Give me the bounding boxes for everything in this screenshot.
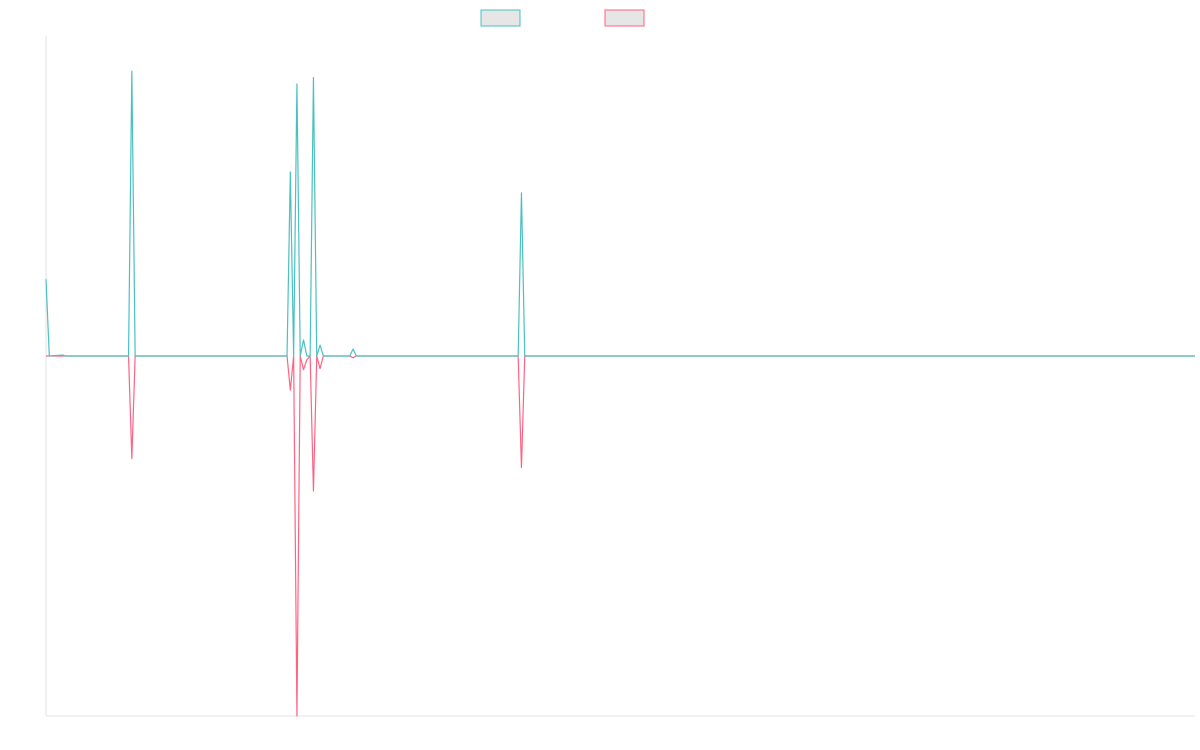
series-layer — [45, 70, 1195, 717]
series-line — [46, 355, 1195, 717]
legend-swatch — [604, 9, 645, 27]
legend-item[interactable] — [480, 9, 521, 27]
legend-item[interactable] — [604, 9, 645, 27]
legend — [480, 9, 645, 27]
axes — [45, 36, 1195, 717]
series-line — [45, 70, 1195, 357]
legend-swatch — [480, 9, 521, 27]
